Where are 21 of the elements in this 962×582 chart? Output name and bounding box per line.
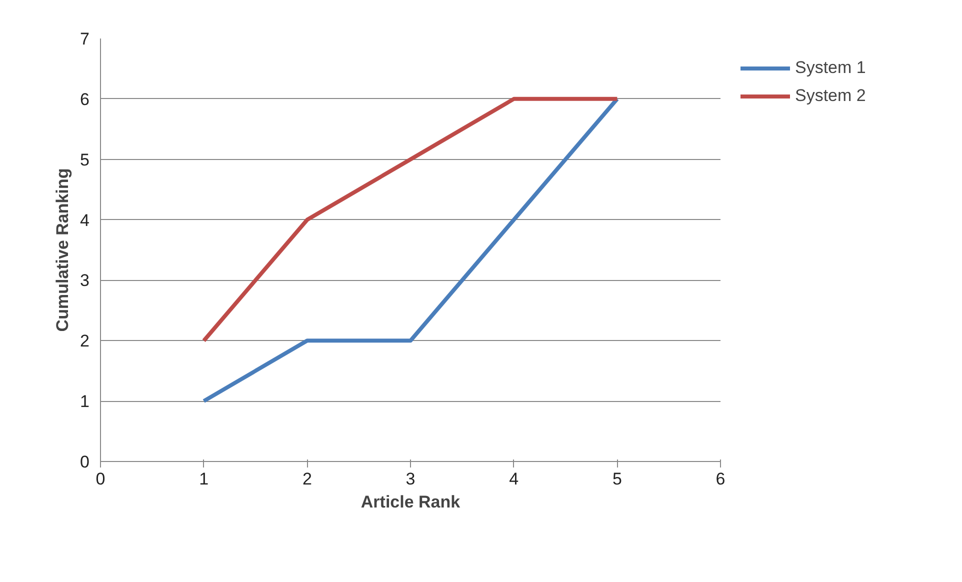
- x-tick-label: 1: [199, 470, 209, 488]
- x-tick-label: 4: [509, 470, 519, 488]
- x-tick-label: 5: [612, 470, 622, 488]
- y-axis-title: Cumulative Ranking: [53, 168, 72, 332]
- x-tick-label: 0: [96, 470, 106, 488]
- line-series: [202, 96, 620, 404]
- y-tick-label: 6: [80, 90, 90, 109]
- y-tick-label: 2: [80, 332, 90, 351]
- y-tick-label: 7: [80, 30, 90, 48]
- y-tick-label: 5: [80, 150, 90, 170]
- x-tick-label: 2: [302, 470, 312, 488]
- y-tick-label: 1: [80, 392, 90, 412]
- x-tick-label: 6: [716, 470, 726, 488]
- x-axis-title: Article Rank: [360, 492, 461, 512]
- legend-label: System 1: [795, 58, 866, 78]
- y-tick-label: 3: [80, 271, 90, 290]
- legend-label: System 2: [795, 86, 866, 106]
- x-tick-label: 3: [406, 470, 416, 488]
- y-tick-label: 0: [80, 452, 90, 472]
- line-series: [202, 96, 620, 343]
- y-tick-label: 4: [80, 210, 90, 230]
